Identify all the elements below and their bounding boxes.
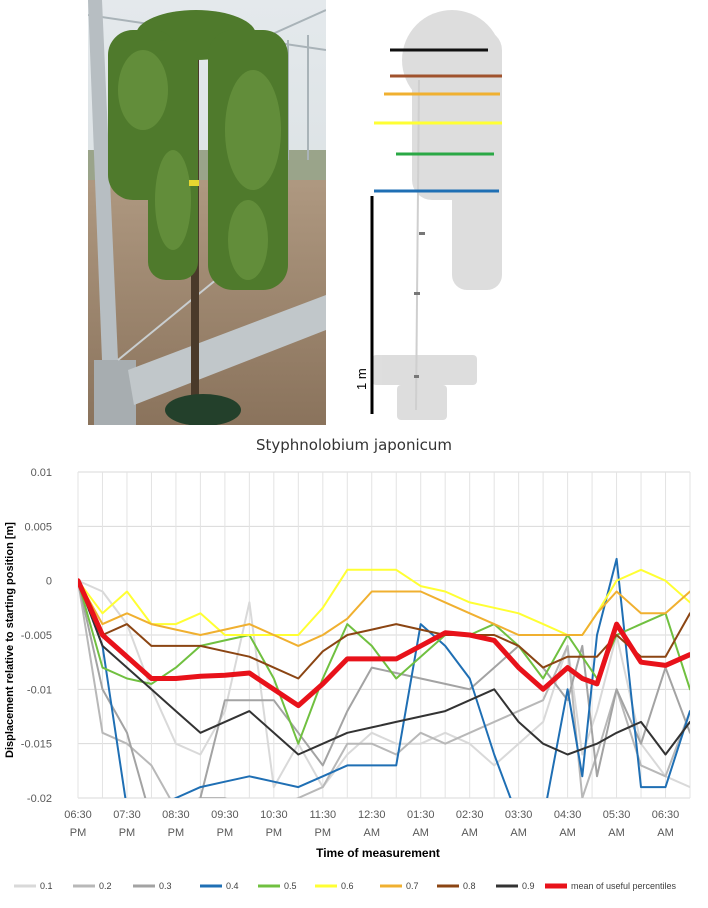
x-tick-label-period: PM [70, 827, 87, 839]
legend: 0.1 0.2 0.3 0.4 0.5 0.6 0.7 0.8 0.9 mean of usefu… [14, 881, 677, 891]
legend-item: 0.4 [200, 881, 239, 891]
x-tick-label-period: PM [266, 827, 283, 839]
x-tick-label-time: 10:30 [260, 809, 288, 821]
legend-label: 0.1 [40, 881, 53, 891]
x-tick-label-time: 09:30 [211, 809, 239, 821]
x-tick-label-time: 06:30 [652, 809, 680, 821]
y-tick-label: 0.005 [24, 521, 52, 533]
legend-label: mean of useful percentiles [571, 881, 677, 891]
x-axis: 06:30 PM 07:30 PM 08:30 PM 09:30 PM 10:30 PM 11:30… [64, 809, 679, 839]
series-line-1 [78, 579, 690, 798]
x-tick-label-period: AM [559, 827, 576, 839]
y-tick-label: 0 [46, 576, 52, 588]
legend-item: 0.5 [258, 881, 297, 891]
x-axis-label: Time of measurement [316, 846, 440, 860]
x-tick-label-time: 06:30 [64, 809, 92, 821]
x-tick-label-period: AM [510, 827, 527, 839]
y-tick-label: -0.005 [21, 630, 52, 642]
series-line-8 [78, 579, 690, 756]
series-line-5 [78, 568, 690, 636]
legend-item: 0.9 [496, 881, 535, 891]
x-tick-label-time: 05:30 [603, 809, 631, 821]
x-tick-label-time: 02:30 [456, 809, 484, 821]
x-tick-label-period: AM [657, 827, 674, 839]
x-tick-label-time: 03:30 [505, 809, 533, 821]
series-lines [78, 557, 690, 798]
x-tick-label-period: PM [119, 827, 136, 839]
x-tick-label-period: AM [608, 827, 625, 839]
series-line-6 [78, 579, 690, 647]
x-tick-label-period: AM [364, 827, 381, 839]
legend-label: 0.5 [284, 881, 297, 891]
legend-item: 0.6 [315, 881, 354, 891]
y-tick-label: 0.01 [31, 467, 52, 479]
legend-label: 0.3 [159, 881, 172, 891]
x-tick-label-period: AM [461, 827, 478, 839]
legend-label: 0.4 [226, 881, 239, 891]
x-tick-label-period: PM [315, 827, 332, 839]
legend-label: 0.2 [99, 881, 112, 891]
legend-item: mean of useful percentiles [545, 881, 677, 891]
species-caption: Styphnolobium japonicum [255, 436, 452, 454]
y-tick-label: -0.02 [27, 793, 52, 805]
legend-item: 0.3 [133, 881, 172, 891]
series-line-4 [78, 579, 690, 745]
series-line-7 [78, 579, 690, 680]
legend-item: 0.7 [380, 881, 419, 891]
tree-photo [88, 0, 326, 425]
series-line-9 [78, 578, 690, 709]
x-tick-label-period: AM [412, 827, 429, 839]
x-tick-label-time: 12:30 [358, 809, 386, 821]
scale-bar-label: 1 m [354, 368, 369, 390]
series-line-2 [78, 579, 690, 798]
legend-item: 0.2 [73, 881, 112, 891]
y-axis: 0.01 0.005 0 -0.005 -0.01 -0.015 -0.02 [21, 467, 52, 805]
legend-label: 0.9 [522, 881, 535, 891]
x-tick-label-period: PM [168, 827, 185, 839]
legend-label: 0.7 [406, 881, 419, 891]
legend-label: 0.8 [463, 881, 476, 891]
point-cloud-image: 1 m [354, 10, 502, 420]
x-tick-label-time: 07:30 [113, 809, 141, 821]
displacement-chart: 0.01 0.005 0 -0.005 -0.01 -0.015 -0.02 06:30 PM… [4, 467, 691, 891]
y-axis-label: Displacement relative to starting positi… [4, 522, 16, 758]
x-tick-label-time: 01:30 [407, 809, 435, 821]
y-tick-label: -0.01 [27, 684, 52, 696]
legend-item: 0.8 [437, 881, 476, 891]
x-tick-label-time: 08:30 [162, 809, 190, 821]
y-tick-label: -0.015 [21, 739, 52, 751]
legend-item: 0.1 [14, 881, 53, 891]
x-tick-label-period: PM [217, 827, 234, 839]
legend-label: 0.6 [341, 881, 354, 891]
x-tick-label-time: 11:30 [309, 809, 336, 821]
x-tick-label-time: 04:30 [554, 809, 582, 821]
